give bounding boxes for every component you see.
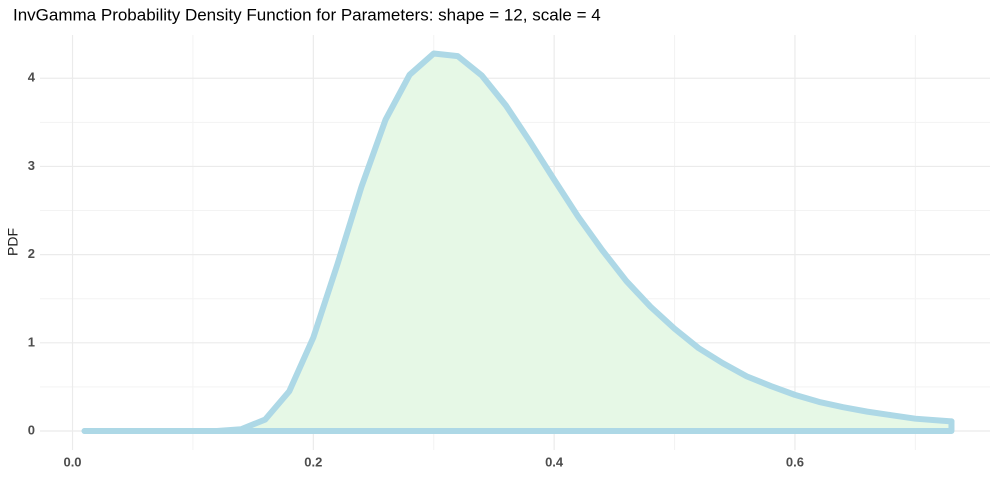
area bbox=[84, 53, 952, 432]
chart-title: InvGamma Probability Density Function fo… bbox=[13, 5, 601, 24]
y-tick-label: 2 bbox=[28, 246, 35, 261]
x-tick-label: 0.2 bbox=[304, 454, 322, 469]
y-tick-label: 4 bbox=[28, 70, 36, 85]
line bbox=[81, 50, 955, 435]
y-tick-label: 0 bbox=[28, 422, 35, 437]
baseline bbox=[81, 418, 955, 435]
x-tick-label: 0.6 bbox=[786, 454, 804, 469]
x-tick-label: 0.4 bbox=[545, 454, 564, 469]
y-tick-label: 1 bbox=[28, 334, 35, 349]
y-tick-label: 3 bbox=[28, 158, 35, 173]
x-tick-label: 0.0 bbox=[63, 454, 81, 469]
y-axis-label: PDF bbox=[5, 228, 21, 256]
